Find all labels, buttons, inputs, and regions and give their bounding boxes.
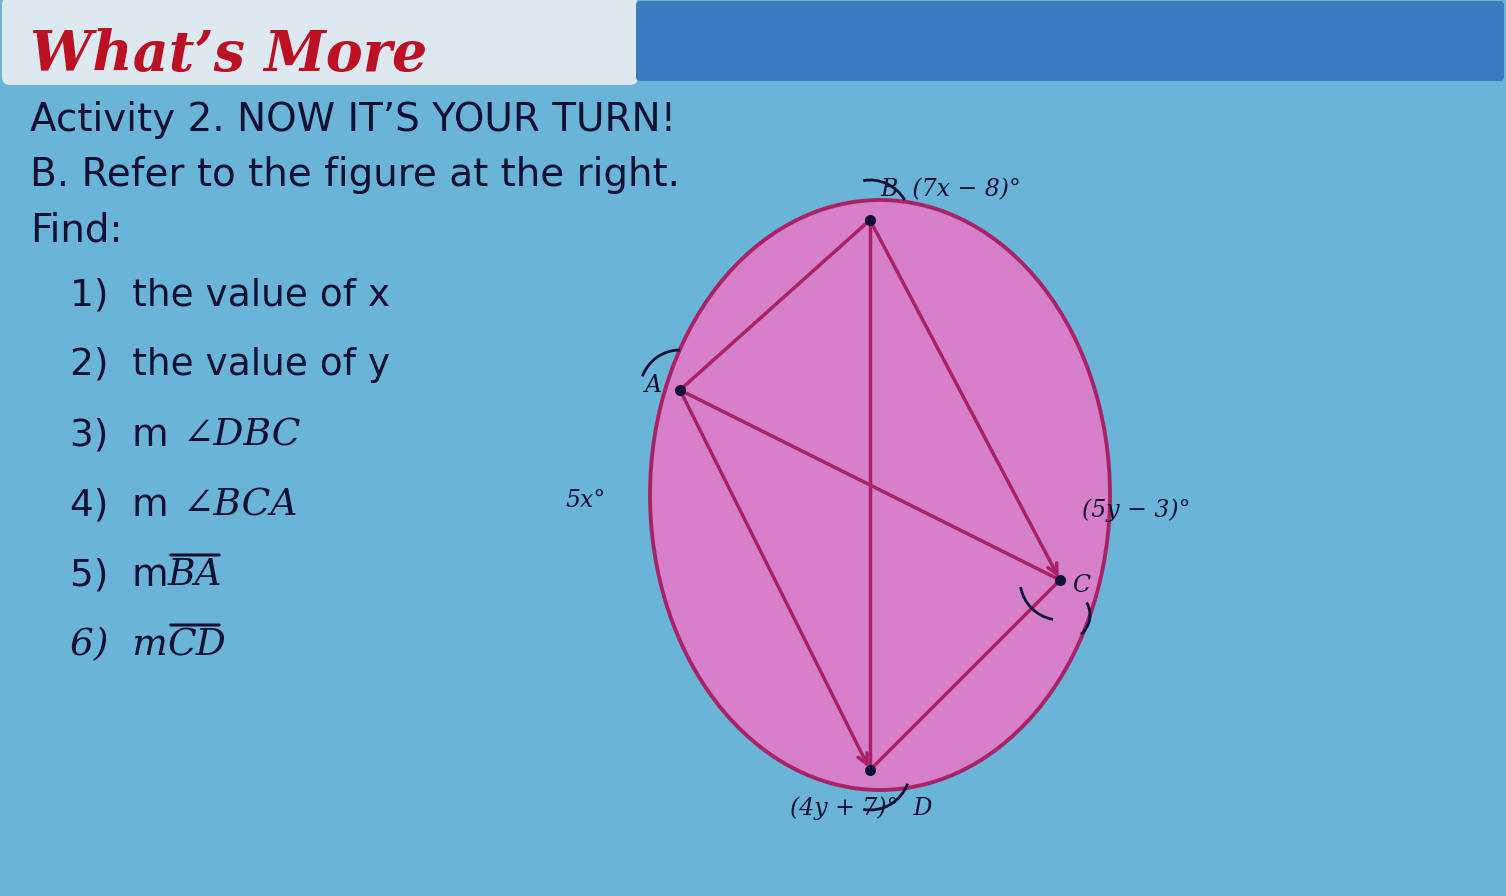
Text: 4)  m: 4) m — [69, 487, 181, 523]
Ellipse shape — [651, 200, 1110, 790]
Text: BA: BA — [169, 557, 223, 593]
Text: B. Refer to the figure at the right.: B. Refer to the figure at the right. — [30, 156, 681, 194]
Text: 3)  m: 3) m — [69, 417, 181, 453]
Text: A: A — [645, 374, 663, 397]
Text: Activity 2. NOW IT’S YOUR TURN!: Activity 2. NOW IT’S YOUR TURN! — [30, 101, 676, 139]
Text: Find:: Find: — [30, 211, 122, 249]
Text: What’s More: What’s More — [30, 28, 428, 82]
Text: (5y − 3)°: (5y − 3)° — [1081, 498, 1191, 521]
Text: 5)  m: 5) m — [69, 557, 169, 593]
FancyBboxPatch shape — [2, 0, 639, 85]
Text: 6)  m: 6) m — [69, 627, 167, 663]
Text: 1)  the value of x: 1) the value of x — [69, 277, 390, 313]
Text: (4y + 7)°  D: (4y + 7)° D — [791, 797, 932, 820]
Text: 2)  the value of y: 2) the value of y — [69, 347, 390, 383]
Text: B  (7x − 8)°: B (7x − 8)° — [880, 178, 1021, 202]
Text: 5x°: 5x° — [565, 488, 605, 512]
Text: CD: CD — [169, 627, 227, 663]
Text: ∠DBC: ∠DBC — [184, 417, 301, 453]
FancyBboxPatch shape — [636, 1, 1504, 81]
Text: ∠BCA: ∠BCA — [184, 487, 298, 523]
Text: C: C — [1072, 573, 1090, 597]
